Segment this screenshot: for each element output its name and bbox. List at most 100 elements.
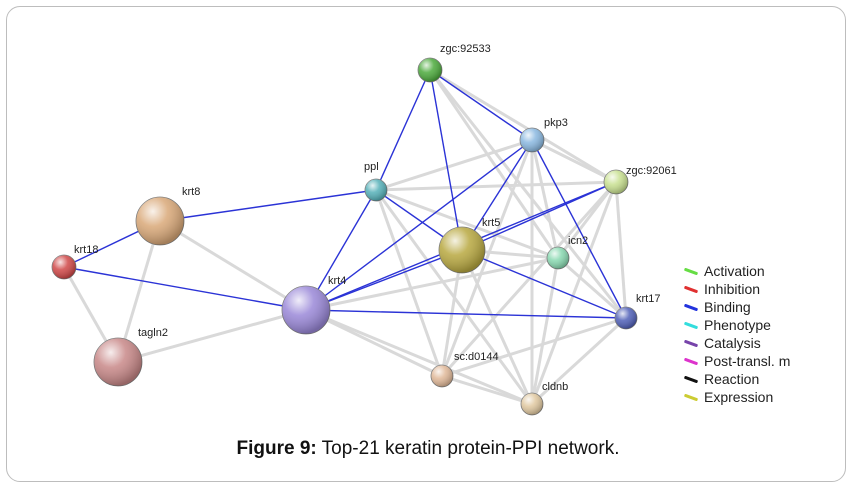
legend-label: Activation [704,263,765,279]
edge-krt17-cldnb [530,316,628,406]
edge-ppl-sc:d0144 [374,189,444,377]
edge-pkp3-zgc:92061 [531,138,617,184]
edge-pkp3-icn2 [530,139,560,259]
edge-zgc:92533-krt5 [429,69,463,251]
node-shine [604,170,628,194]
legend-item-expression: Expression [683,388,844,406]
node-shine [520,128,544,152]
node-krt18[interactable]: krt18 [51,244,98,280]
node-label: krt18 [74,244,98,256]
edge-zgc:92533-icn2 [428,69,560,259]
edge-ppl-icn2 [375,188,559,260]
node-krt17[interactable]: krt17 [614,293,660,330]
edge-pkp3-krt17 [531,139,627,319]
edge-krt5-krt17 [461,249,627,319]
node-shine [547,247,569,269]
node-shine [52,255,76,279]
node-shine [365,179,387,201]
legend-label: Phenotype [704,317,771,333]
node-shine [418,58,442,82]
node-cldnb[interactable]: cldnb [520,381,568,416]
legend-swatch [683,357,699,365]
edge-krt4-cldnb [305,308,533,406]
edge-zgc:92061-krt17 [614,181,628,319]
legend-item-phenotype: Phenotype [683,316,844,334]
edge-krt8-krt4 [159,219,307,312]
legend-label: Inhibition [704,281,761,297]
node-shine [94,338,142,386]
node-icn2[interactable]: icn2 [546,235,588,270]
edge-icn2-krt17 [557,256,627,320]
edge-krt5-cldnb [460,249,534,405]
legend-swatch [683,339,699,347]
node-krt8[interactable]: krt8 [135,186,200,246]
node-shine [431,365,453,387]
legend-swatch [683,375,699,383]
node-label: zgc:92533 [440,43,491,55]
node-tagln2[interactable]: tagln2 [93,327,168,387]
node-shine [615,307,637,329]
node-label: pkp3 [544,117,568,129]
legend-swatch [683,285,699,293]
node-shine [282,286,330,334]
edge-zgc:92533-pkp3 [429,69,533,141]
figure-caption: Figure 9: Top-21 keratin protein-PPI net… [0,438,856,460]
edge-legend: Activation Inhibition Binding Phenotype Cata… [683,262,844,406]
node-krt4[interactable]: krt4 [281,275,346,335]
edge-zgc:92061-cldnb [530,181,618,405]
legend-swatch [683,303,699,311]
figure-frame [6,6,846,482]
legend-label: Expression [704,389,774,405]
node-krt5[interactable]: krt5 [438,217,500,274]
legend-label: Reaction [704,371,760,387]
legend-item-binding: Binding [683,298,844,316]
legend-label: Post-transl. m [704,353,791,369]
edge-krt8-tagln2 [116,220,162,363]
edge-krt18-krt4 [63,266,307,311]
edge-zgc:92533-zgc:92061 [429,68,617,184]
node-shine [521,393,543,415]
edge-zgc:92061-sc:d0144 [440,180,618,378]
edge-krt4-icn2 [305,256,559,312]
edge-sc:d0144-cldnb [441,374,533,406]
node-sc:d0144[interactable]: sc:d0144 [430,351,499,388]
node-ppl[interactable]: ppl [364,161,388,202]
edge-zgc:92533-ppl [375,69,431,191]
node-label: krt17 [636,293,660,305]
edge-ppl-krt8 [159,189,377,222]
legend-item-inhibition: Inhibition [683,280,844,298]
legend-label: Catalysis [704,335,761,351]
edge-krt4-tagln2 [117,308,307,364]
node-pkp3[interactable]: pkp3 [519,117,568,153]
edge-zgc:92533-krt17 [428,69,628,319]
legend-label: Binding [704,299,751,315]
edge-icn2-cldnb [530,257,560,405]
legend-item-catalysis: Catalysis [683,334,844,352]
node-label: krt5 [482,217,500,229]
node-label: tagln2 [138,327,168,339]
edge-pkp3-ppl [375,138,533,192]
edge-krt4-krt5 [305,249,463,311]
node-zgc:92061[interactable]: zgc:92061 [603,165,677,195]
node-label: ppl [364,161,379,173]
edge-krt17-sc:d0144 [441,316,627,378]
node-zgc:92533[interactable]: zgc:92533 [417,43,491,83]
node-shine [439,227,485,273]
node-label: sc:d0144 [454,351,499,363]
edge-pkp3-krt4 [305,139,533,311]
legend-swatch [683,393,699,401]
node-label: icn2 [568,235,588,247]
node-shine [136,197,184,245]
legend-item-post-transl-m: Post-transl. m [683,352,844,370]
node-label: cldnb [542,381,568,393]
edge-pkp3-sc:d0144 [440,139,534,377]
legend-item-reaction: Reaction [683,370,844,388]
node-label: zgc:92061 [626,165,677,177]
caption-text: Top-21 keratin protein-PPI network. [316,438,620,459]
legend-swatch [683,267,699,275]
caption-label: Figure 9: [236,438,317,459]
legend-swatch [683,321,699,329]
node-label: krt8 [182,186,200,198]
legend-item-activation: Activation [683,262,844,280]
